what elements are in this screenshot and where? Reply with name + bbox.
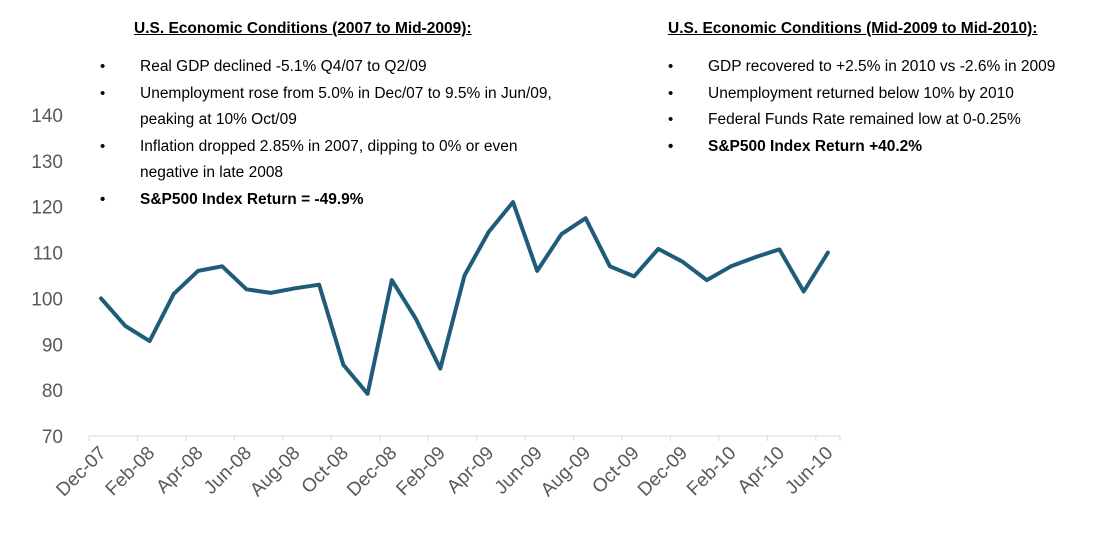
x-axis-ticks: Dec-07Feb-08Apr-08Jun-08Aug-08Oct-08Dec-…	[52, 443, 837, 501]
x-tick-label: Jun-09	[491, 443, 547, 499]
x-tick-label: Jun-10	[781, 443, 837, 499]
x-tick-label: Aug-09	[537, 443, 595, 501]
x-tick-label: Feb-10	[683, 443, 740, 500]
series-group	[99, 200, 830, 396]
left-panel-title: U.S. Economic Conditions (2007 to Mid-20…	[134, 20, 472, 37]
y-tick-label: 80	[42, 381, 63, 402]
x-tick-label: Apr-08	[152, 443, 207, 498]
right-conditions-panel: U.S. Economic Conditions (Mid-2009 to Mi…	[668, 20, 1098, 160]
series-line-index	[99, 200, 830, 396]
left-bullet-inflation: Inflation dropped 2.85% in 2007, dipping…	[100, 134, 570, 187]
y-axis-ticks: 70 80 90 100 110 120 130 140	[31, 106, 63, 448]
left-bullet-list: Real GDP declined -5.1% Q4/07 to Q2/09 U…	[100, 54, 570, 213]
y-tick-label: 120	[31, 198, 63, 219]
right-bullet-sp500-return: S&P500 Index Return +40.2%	[668, 134, 1098, 161]
x-tick-label: Apr-09	[443, 443, 498, 498]
y-tick-label: 100	[31, 289, 63, 310]
left-conditions-panel: U.S. Economic Conditions (2007 to Mid-20…	[100, 20, 570, 213]
x-tick-label: Dec-07	[52, 443, 110, 501]
right-panel-title: U.S. Economic Conditions (Mid-2009 to Mi…	[668, 20, 1038, 37]
right-bullet-gdp: GDP recovered to +2.5% in 2010 vs -2.6% …	[668, 54, 1098, 81]
x-tick-label: Jun-08	[200, 443, 256, 499]
x-tick-label: Oct-09	[588, 443, 643, 498]
y-tick-label: 130	[31, 152, 63, 173]
left-bullet-gdp: Real GDP declined -5.1% Q4/07 to Q2/09	[100, 54, 570, 81]
x-tick-label: Apr-10	[734, 443, 789, 498]
left-bullet-sp500-return: S&P500 Index Return = -49.9%	[100, 187, 570, 214]
left-bullet-unemployment: Unemployment rose from 5.0% in Dec/07 to…	[100, 81, 570, 134]
right-bullet-list: GDP recovered to +2.5% in 2010 vs -2.6% …	[668, 54, 1098, 160]
x-tick-label: Feb-09	[392, 443, 449, 500]
x-tick-label: Dec-08	[343, 443, 401, 501]
right-bullet-fed-funds: Federal Funds Rate remained low at 0-0.2…	[668, 107, 1098, 134]
x-tick-label: Oct-08	[298, 443, 353, 498]
right-bullet-unemployment: Unemployment returned below 10% by 2010	[668, 81, 1098, 108]
y-tick-label: 90	[42, 335, 63, 356]
x-tick-label: Feb-08	[102, 443, 159, 500]
x-tick-label: Aug-08	[246, 443, 304, 501]
y-tick-label: 140	[31, 106, 63, 127]
x-axis-tick-marks	[88, 436, 841, 441]
y-tick-label: 70	[42, 427, 63, 448]
y-tick-label: 110	[33, 244, 63, 265]
x-tick-label: Dec-09	[634, 443, 692, 501]
